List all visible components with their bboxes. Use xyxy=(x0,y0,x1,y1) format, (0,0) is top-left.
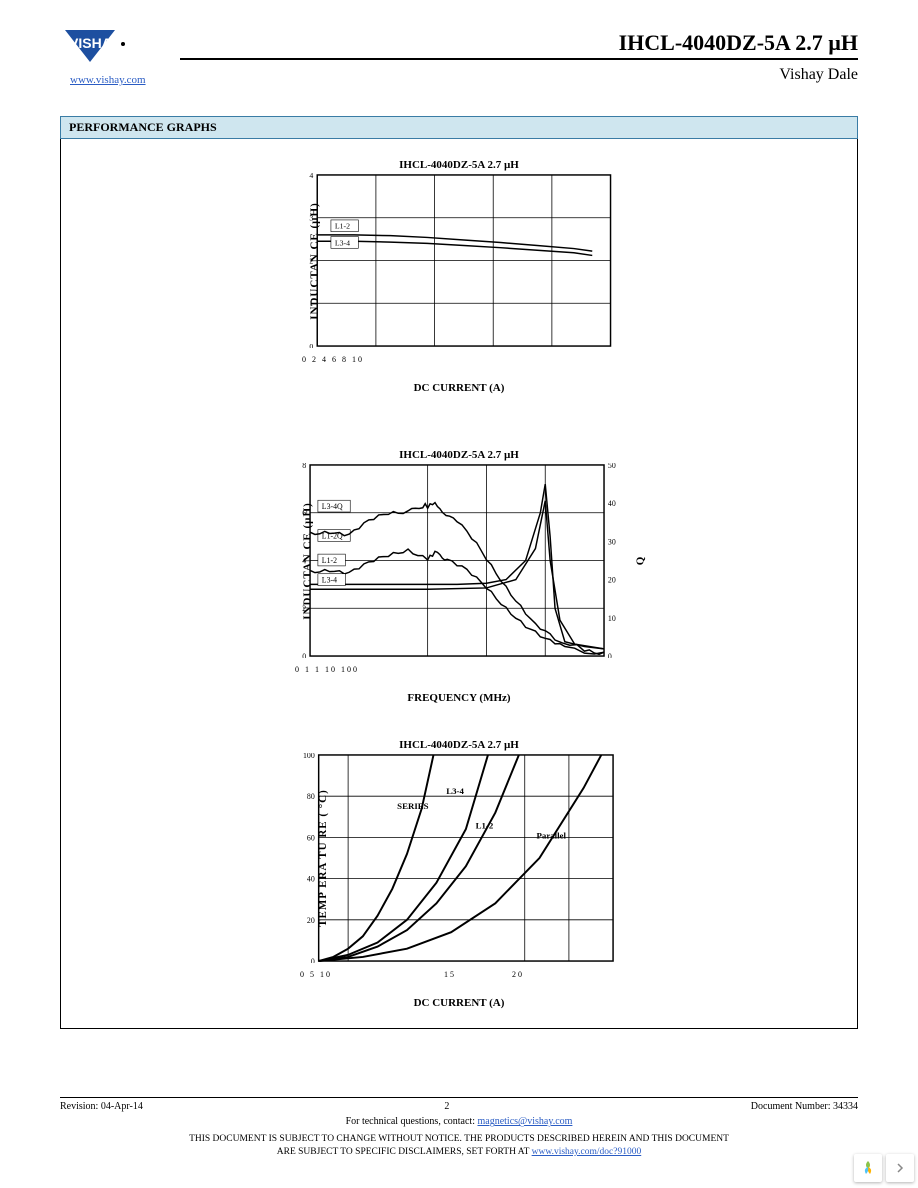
svg-text:0: 0 xyxy=(302,652,306,658)
svg-text:L1-2: L1-2 xyxy=(335,222,350,231)
svg-text:40: 40 xyxy=(608,499,616,508)
svg-text:L3-4Q: L3-4Q xyxy=(322,502,343,511)
performance-graphs-frame: IHCL-4040DZ-5A 2.7 µH INDUCTAN CE (µH) 0… xyxy=(60,139,858,1029)
chart2-xlabel: FREQUENCY (MHz) xyxy=(293,692,625,704)
svg-text:100: 100 xyxy=(303,753,315,760)
svg-text:0: 0 xyxy=(608,652,612,658)
svg-text:Parallel: Parallel xyxy=(537,830,567,840)
viewer-logo-icon[interactable] xyxy=(854,1154,882,1182)
footer-line1: Revision: 04-Apr-14 2 Document Number: 3… xyxy=(60,1097,858,1112)
svg-text:80: 80 xyxy=(307,792,315,801)
svg-text:L1-2: L1-2 xyxy=(322,556,337,565)
chart3-svg: 0 20 40 60 80 100 SERIES L3-4 L1-2 Parallel xyxy=(298,753,620,963)
logo-wrap: VISHAY www.vishay.com xyxy=(60,30,180,88)
chart1-title: IHCL-4040DZ-5A 2.7 µH xyxy=(300,159,618,171)
chart3-xlabel: DC CURRENT (A) xyxy=(298,997,620,1009)
svg-text:8: 8 xyxy=(302,463,306,470)
svg-text:L3-4: L3-4 xyxy=(335,238,350,247)
disclaimer-line2-text: ARE SUBJECT TO SPECIFIC DISCLAIMERS, SET… xyxy=(277,1147,529,1157)
svg-text:L3-4: L3-4 xyxy=(322,576,337,585)
chart1-plot-wrap: INDUCTAN CE (µH) 01234L1-2L3-4 xyxy=(300,173,618,348)
chart1-ylabel: INDUCTAN CE (µH) xyxy=(309,202,321,319)
disclaimer-line1: THIS DOCUMENT IS SUBJECT TO CHANGE WITHO… xyxy=(60,1133,858,1145)
chart2-plot-wrap: INDUCTAN CE (µH) Q 0246801020304050L1-2Q… xyxy=(293,463,625,658)
disclaimer-block: THIS DOCUMENT IS SUBJECT TO CHANGE WITHO… xyxy=(60,1133,858,1158)
svg-text:0: 0 xyxy=(311,957,315,963)
svg-text:20: 20 xyxy=(307,916,315,925)
chart3-ylabel: TEMP ERA TU RE ( °C) xyxy=(317,789,329,927)
tech-email-link[interactable]: magnetics@vishay.com xyxy=(477,1116,572,1127)
disclaimer-link[interactable]: www.vishay.com/doc?91000 xyxy=(532,1147,642,1157)
svg-text:50: 50 xyxy=(608,463,616,470)
header-right: IHCL-4040DZ-5A 2.7 µH Vishay Dale xyxy=(180,30,858,84)
svg-text:L1-2: L1-2 xyxy=(476,821,494,831)
chart2-xticks: 0 1 1 10 100 xyxy=(293,665,625,674)
brand-sub: Vishay Dale xyxy=(779,66,858,84)
chart-inductance-vs-freq: IHCL-4040DZ-5A 2.7 µH INDUCTAN CE (µH) Q… xyxy=(293,449,625,704)
chart2-ylabel: INDUCTAN CE (µH) xyxy=(302,502,314,619)
part-title: IHCL-4040DZ-5A 2.7 µH xyxy=(180,30,858,60)
revision-text: Revision: 04-Apr-14 xyxy=(60,1101,143,1112)
logo-text: VISHAY xyxy=(69,35,121,51)
svg-text:0: 0 xyxy=(309,342,313,348)
svg-text:SERIES: SERIES xyxy=(397,801,428,811)
svg-text:30: 30 xyxy=(608,537,616,546)
chart1-svg: 01234L1-2L3-4 xyxy=(300,173,618,348)
disclaimer-line2: ARE SUBJECT TO SPECIFIC DISCLAIMERS, SET… xyxy=(60,1146,858,1158)
section-title-bar: PERFORMANCE GRAPHS xyxy=(60,116,858,139)
page-header: VISHAY www.vishay.com IHCL-4040DZ-5A 2.7… xyxy=(60,30,858,88)
document-number: Document Number: 34334 xyxy=(751,1101,858,1112)
page-number: 2 xyxy=(444,1101,449,1112)
chart3-plot-wrap: TEMP ERA TU RE ( °C) 0 20 40 60 80 100 SERIES L… xyxy=(298,753,620,963)
vishay-logo: VISHAY xyxy=(60,30,160,70)
chart-inductance-vs-dc: IHCL-4040DZ-5A 2.7 µH INDUCTAN CE (µH) 0… xyxy=(300,159,618,394)
footer-tech-contact: For technical questions, contact: magnet… xyxy=(60,1116,858,1127)
chart-temp-vs-dc: IHCL-4040DZ-5A 2.7 µH TEMP ERA TU RE ( °… xyxy=(298,739,620,1009)
svg-text:20: 20 xyxy=(608,576,616,585)
chart2-title: IHCL-4040DZ-5A 2.7 µH xyxy=(293,449,625,461)
tech-questions-label: For technical questions, contact: xyxy=(346,1116,475,1127)
chart2-svg: 0246801020304050L1-2QL3-4QL1-2L3-4 xyxy=(293,463,625,658)
viewer-corner-widget xyxy=(854,1154,914,1182)
viewer-next-button[interactable] xyxy=(886,1154,914,1182)
svg-text:40: 40 xyxy=(307,875,315,884)
chart3-xticks: 0 5 10 15 20 xyxy=(298,970,620,979)
chart2-ylabel2: Q xyxy=(635,556,647,565)
datasheet-page: VISHAY www.vishay.com IHCL-4040DZ-5A 2.7… xyxy=(0,0,918,1188)
svg-text:L3-4: L3-4 xyxy=(446,786,464,796)
svg-text:10: 10 xyxy=(608,614,616,623)
svg-text:4: 4 xyxy=(309,173,313,180)
svg-text:60: 60 xyxy=(307,833,315,842)
page-footer: Revision: 04-Apr-14 2 Document Number: 3… xyxy=(60,1097,858,1158)
chart1-xticks: 0 2 4 6 8 10 xyxy=(300,355,618,364)
chart1-xlabel: DC CURRENT (A) xyxy=(300,382,618,394)
chart3-title: IHCL-4040DZ-5A 2.7 µH xyxy=(298,739,620,751)
